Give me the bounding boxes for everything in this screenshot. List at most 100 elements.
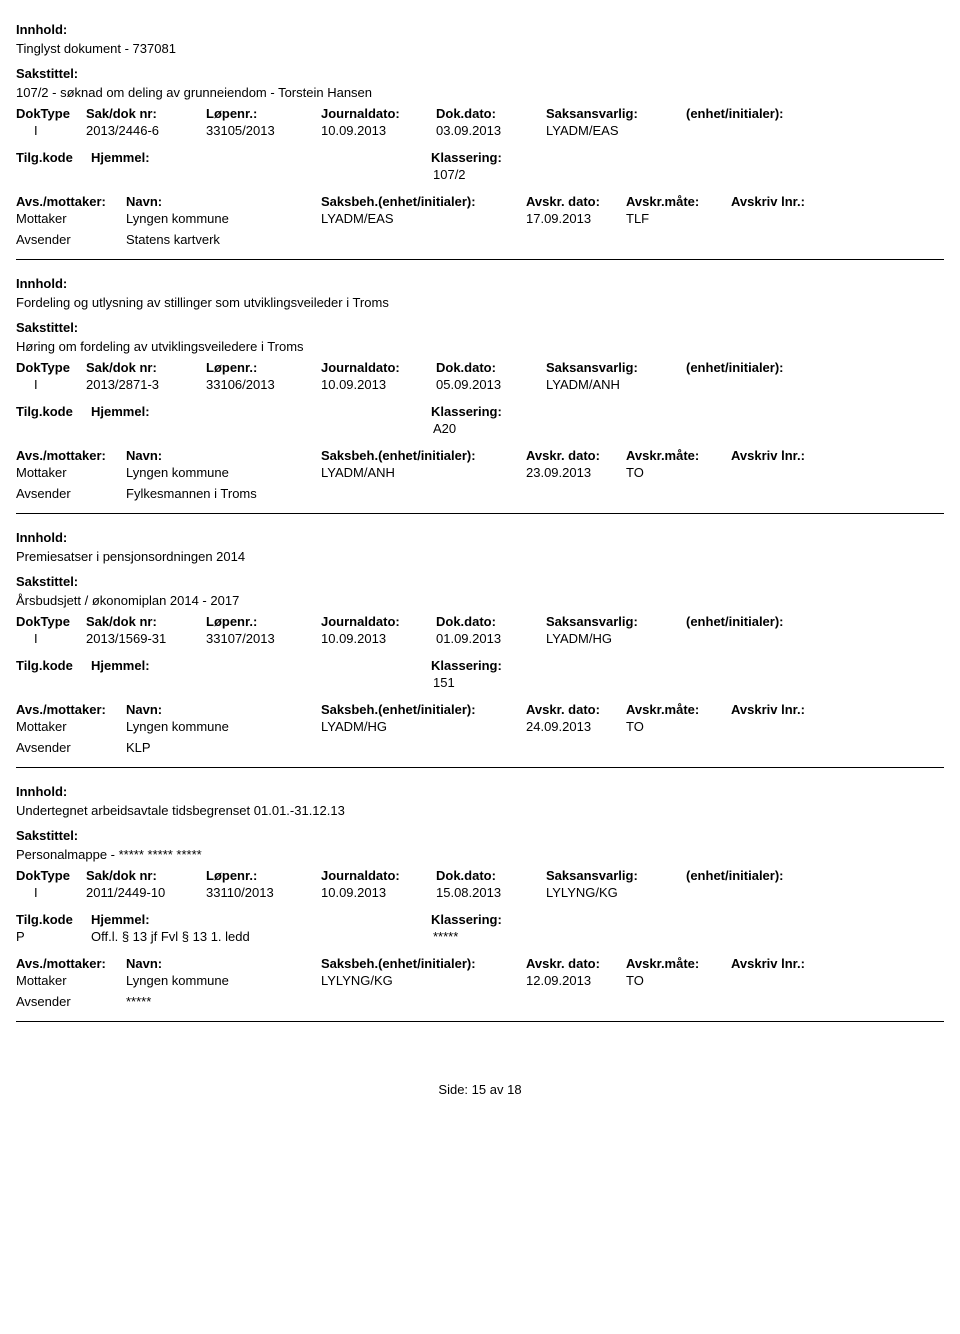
- avsender-role: Avsender: [16, 994, 126, 1009]
- col-tilgkode: Tilg.kode: [16, 658, 91, 673]
- col-saksbeh: Saksbeh.(enhet/initialer):: [321, 448, 526, 463]
- avsender-row: Avsender KLP: [16, 740, 944, 755]
- sakstittel-label: Sakstittel:: [16, 828, 944, 843]
- col-navn: Navn:: [126, 448, 321, 463]
- innhold-label: Innhold:: [16, 276, 944, 291]
- col-avskriv-lnr: Avskriv lnr.:: [731, 194, 831, 209]
- footer-total: 18: [507, 1082, 521, 1097]
- tilg-row-values: 107/2: [16, 167, 944, 182]
- tilg-row-values: P Off.l. § 13 jf Fvl § 13 1. ledd *****: [16, 929, 944, 944]
- val-enhet: [686, 123, 826, 138]
- header-values: I 2013/1569-31 33107/2013 10.09.2013 01.…: [16, 631, 944, 646]
- val-lopenr: 33107/2013: [206, 631, 321, 646]
- val-jdato: 10.09.2013: [321, 377, 436, 392]
- col-klass: Klassering:: [431, 150, 561, 165]
- val-enhet: [686, 377, 826, 392]
- mottaker-navn: Lyngen kommune: [126, 973, 321, 988]
- mottaker-row: Mottaker Lyngen kommune LYADM/HG 24.09.2…: [16, 719, 944, 734]
- col-saknr: Sak/dok nr:: [86, 106, 206, 121]
- mottaker-adato: 12.09.2013: [526, 973, 626, 988]
- val-tilgkode: P: [16, 929, 91, 944]
- part-row-labels: Avs./mottaker: Navn: Saksbeh.(enhet/init…: [16, 702, 944, 717]
- col-doktype: DokType: [16, 868, 86, 883]
- mottaker-amate: TLF: [626, 211, 731, 226]
- col-lopenr: Løpenr.:: [206, 106, 321, 121]
- mottaker-alnr: [731, 211, 831, 226]
- innhold-value: Undertegnet arbeidsavtale tidsbegrenset …: [16, 803, 944, 818]
- tilg-row-labels: Tilg.kode Hjemmel: Klassering:: [16, 150, 944, 165]
- avsender-navn: Fylkesmannen i Troms: [126, 486, 321, 501]
- val-saks: LYADM/HG: [546, 631, 686, 646]
- col-navn: Navn:: [126, 956, 321, 971]
- col-avskr-dato: Avskr. dato:: [526, 448, 626, 463]
- tilg-row-values: 151: [16, 675, 944, 690]
- col-tilgkode: Tilg.kode: [16, 404, 91, 419]
- val-klass: 107/2: [431, 167, 561, 182]
- header-row: DokType Sak/dok nr: Løpenr.: Journaldato…: [16, 614, 944, 629]
- col-avskr-dato: Avskr. dato:: [526, 194, 626, 209]
- page-footer: Side: 15 av 18: [16, 1082, 944, 1097]
- col-tilgkode: Tilg.kode: [16, 912, 91, 927]
- col-hjemmel: Hjemmel:: [91, 404, 431, 419]
- val-ddato: 01.09.2013: [436, 631, 546, 646]
- val-saknr: 2011/2449-10: [86, 885, 206, 900]
- val-lopenr: 33105/2013: [206, 123, 321, 138]
- sakstittel-value: Personalmappe - ***** ***** *****: [16, 847, 944, 862]
- mottaker-alnr: [731, 465, 831, 480]
- avsender-role: Avsender: [16, 232, 126, 247]
- col-saksbeh: Saksbeh.(enhet/initialer):: [321, 194, 526, 209]
- col-ddato: Dok.dato:: [436, 868, 546, 883]
- val-tilgkode: [16, 167, 91, 182]
- avsender-navn: KLP: [126, 740, 321, 755]
- val-ddato: 15.08.2013: [436, 885, 546, 900]
- val-klass: A20: [431, 421, 561, 436]
- mottaker-beh: LYADM/ANH: [321, 465, 526, 480]
- records-container: Innhold: Tinglyst dokument - 737081 Saks…: [16, 22, 944, 1022]
- col-ddato: Dok.dato:: [436, 614, 546, 629]
- tilg-row-values: A20: [16, 421, 944, 436]
- record: Innhold: Premiesatser i pensjonsordninge…: [16, 530, 944, 768]
- col-enhet: (enhet/initialer):: [686, 868, 826, 883]
- mottaker-amate: TO: [626, 973, 731, 988]
- val-saknr: 2013/2871-3: [86, 377, 206, 392]
- col-avs-mottaker: Avs./mottaker:: [16, 448, 126, 463]
- val-klass: 151: [431, 675, 561, 690]
- val-hjemmel: [91, 167, 431, 182]
- header-row: DokType Sak/dok nr: Løpenr.: Journaldato…: [16, 868, 944, 883]
- val-saknr: 2013/1569-31: [86, 631, 206, 646]
- col-tilgkode: Tilg.kode: [16, 150, 91, 165]
- col-avskr-mate: Avskr.måte:: [626, 702, 731, 717]
- col-avskriv-lnr: Avskriv lnr.:: [731, 448, 831, 463]
- sakstittel-label: Sakstittel:: [16, 66, 944, 81]
- part-row-labels: Avs./mottaker: Navn: Saksbeh.(enhet/init…: [16, 194, 944, 209]
- avsender-row: Avsender *****: [16, 994, 944, 1009]
- col-klass: Klassering:: [431, 404, 561, 419]
- val-tilgkode: [16, 421, 91, 436]
- col-saknr: Sak/dok nr:: [86, 360, 206, 375]
- tilg-row-labels: Tilg.kode Hjemmel: Klassering:: [16, 404, 944, 419]
- val-doktype: I: [16, 631, 86, 646]
- col-hjemmel: Hjemmel:: [91, 912, 431, 927]
- footer-sep: av: [490, 1082, 504, 1097]
- innhold-value: Premiesatser i pensjonsordningen 2014: [16, 549, 944, 564]
- avsender-row: Avsender Fylkesmannen i Troms: [16, 486, 944, 501]
- val-ddato: 05.09.2013: [436, 377, 546, 392]
- header-values: I 2013/2446-6 33105/2013 10.09.2013 03.0…: [16, 123, 944, 138]
- header-row: DokType Sak/dok nr: Løpenr.: Journaldato…: [16, 360, 944, 375]
- val-hjemmel: [91, 675, 431, 690]
- val-hjemmel: [91, 421, 431, 436]
- col-ddato: Dok.dato:: [436, 106, 546, 121]
- val-enhet: [686, 631, 826, 646]
- mottaker-row: Mottaker Lyngen kommune LYADM/EAS 17.09.…: [16, 211, 944, 226]
- header-values: I 2011/2449-10 33110/2013 10.09.2013 15.…: [16, 885, 944, 900]
- col-hjemmel: Hjemmel:: [91, 150, 431, 165]
- mottaker-navn: Lyngen kommune: [126, 211, 321, 226]
- sakstittel-label: Sakstittel:: [16, 574, 944, 589]
- col-klass: Klassering:: [431, 658, 561, 673]
- col-saknr: Sak/dok nr:: [86, 868, 206, 883]
- col-enhet: (enhet/initialer):: [686, 360, 826, 375]
- avsender-role: Avsender: [16, 486, 126, 501]
- col-avskr-mate: Avskr.måte:: [626, 194, 731, 209]
- col-lopenr: Løpenr.:: [206, 360, 321, 375]
- val-lopenr: 33106/2013: [206, 377, 321, 392]
